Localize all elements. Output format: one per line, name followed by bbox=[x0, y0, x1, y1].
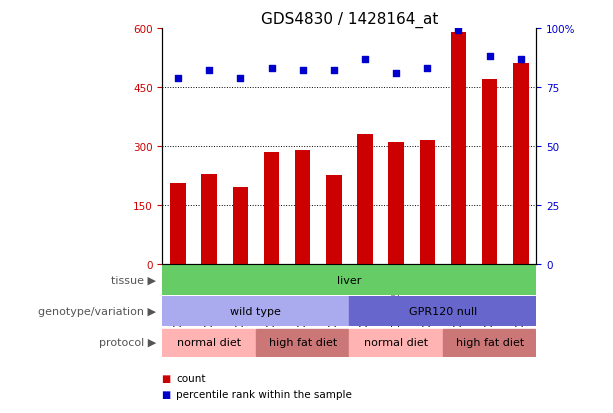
Point bbox=[267, 66, 276, 72]
Bar bbox=[349, 297, 536, 326]
Text: ■: ■ bbox=[162, 373, 175, 383]
Text: liver: liver bbox=[337, 275, 362, 285]
Bar bbox=[357, 135, 373, 264]
Text: GPR120 null: GPR120 null bbox=[409, 306, 477, 316]
Bar bbox=[170, 184, 186, 264]
Point bbox=[454, 28, 463, 35]
Text: count: count bbox=[176, 373, 205, 383]
Point bbox=[298, 68, 308, 75]
Text: protocol ▶: protocol ▶ bbox=[99, 337, 156, 347]
Bar bbox=[443, 329, 535, 356]
Bar bbox=[202, 175, 217, 264]
Text: percentile rank within the sample: percentile rank within the sample bbox=[176, 389, 352, 399]
Text: ■: ■ bbox=[162, 389, 175, 399]
Point bbox=[360, 56, 370, 63]
Bar bbox=[162, 297, 349, 326]
Bar bbox=[295, 150, 310, 264]
Bar bbox=[513, 64, 528, 264]
Point bbox=[173, 75, 183, 82]
Bar bbox=[349, 329, 441, 356]
Point bbox=[422, 66, 432, 72]
Text: normal diet: normal diet bbox=[364, 337, 428, 347]
Bar bbox=[264, 152, 280, 264]
Bar bbox=[256, 329, 348, 356]
Point bbox=[329, 68, 339, 75]
Bar bbox=[162, 329, 254, 356]
Bar bbox=[389, 142, 404, 264]
Bar bbox=[482, 80, 497, 264]
Text: wild type: wild type bbox=[230, 306, 281, 316]
Text: genotype/variation ▶: genotype/variation ▶ bbox=[39, 306, 156, 316]
Point bbox=[516, 56, 526, 63]
Text: tissue ▶: tissue ▶ bbox=[112, 275, 156, 285]
Bar bbox=[419, 141, 435, 264]
Text: high fat diet: high fat diet bbox=[455, 337, 524, 347]
Title: GDS4830 / 1428164_at: GDS4830 / 1428164_at bbox=[261, 12, 438, 28]
Bar bbox=[326, 176, 341, 264]
Text: normal diet: normal diet bbox=[177, 337, 242, 347]
Point bbox=[391, 70, 401, 77]
Point bbox=[204, 68, 214, 75]
Point bbox=[485, 54, 495, 60]
Text: high fat diet: high fat diet bbox=[268, 337, 337, 347]
Bar bbox=[451, 33, 466, 264]
Bar bbox=[232, 188, 248, 264]
Point bbox=[235, 75, 245, 82]
